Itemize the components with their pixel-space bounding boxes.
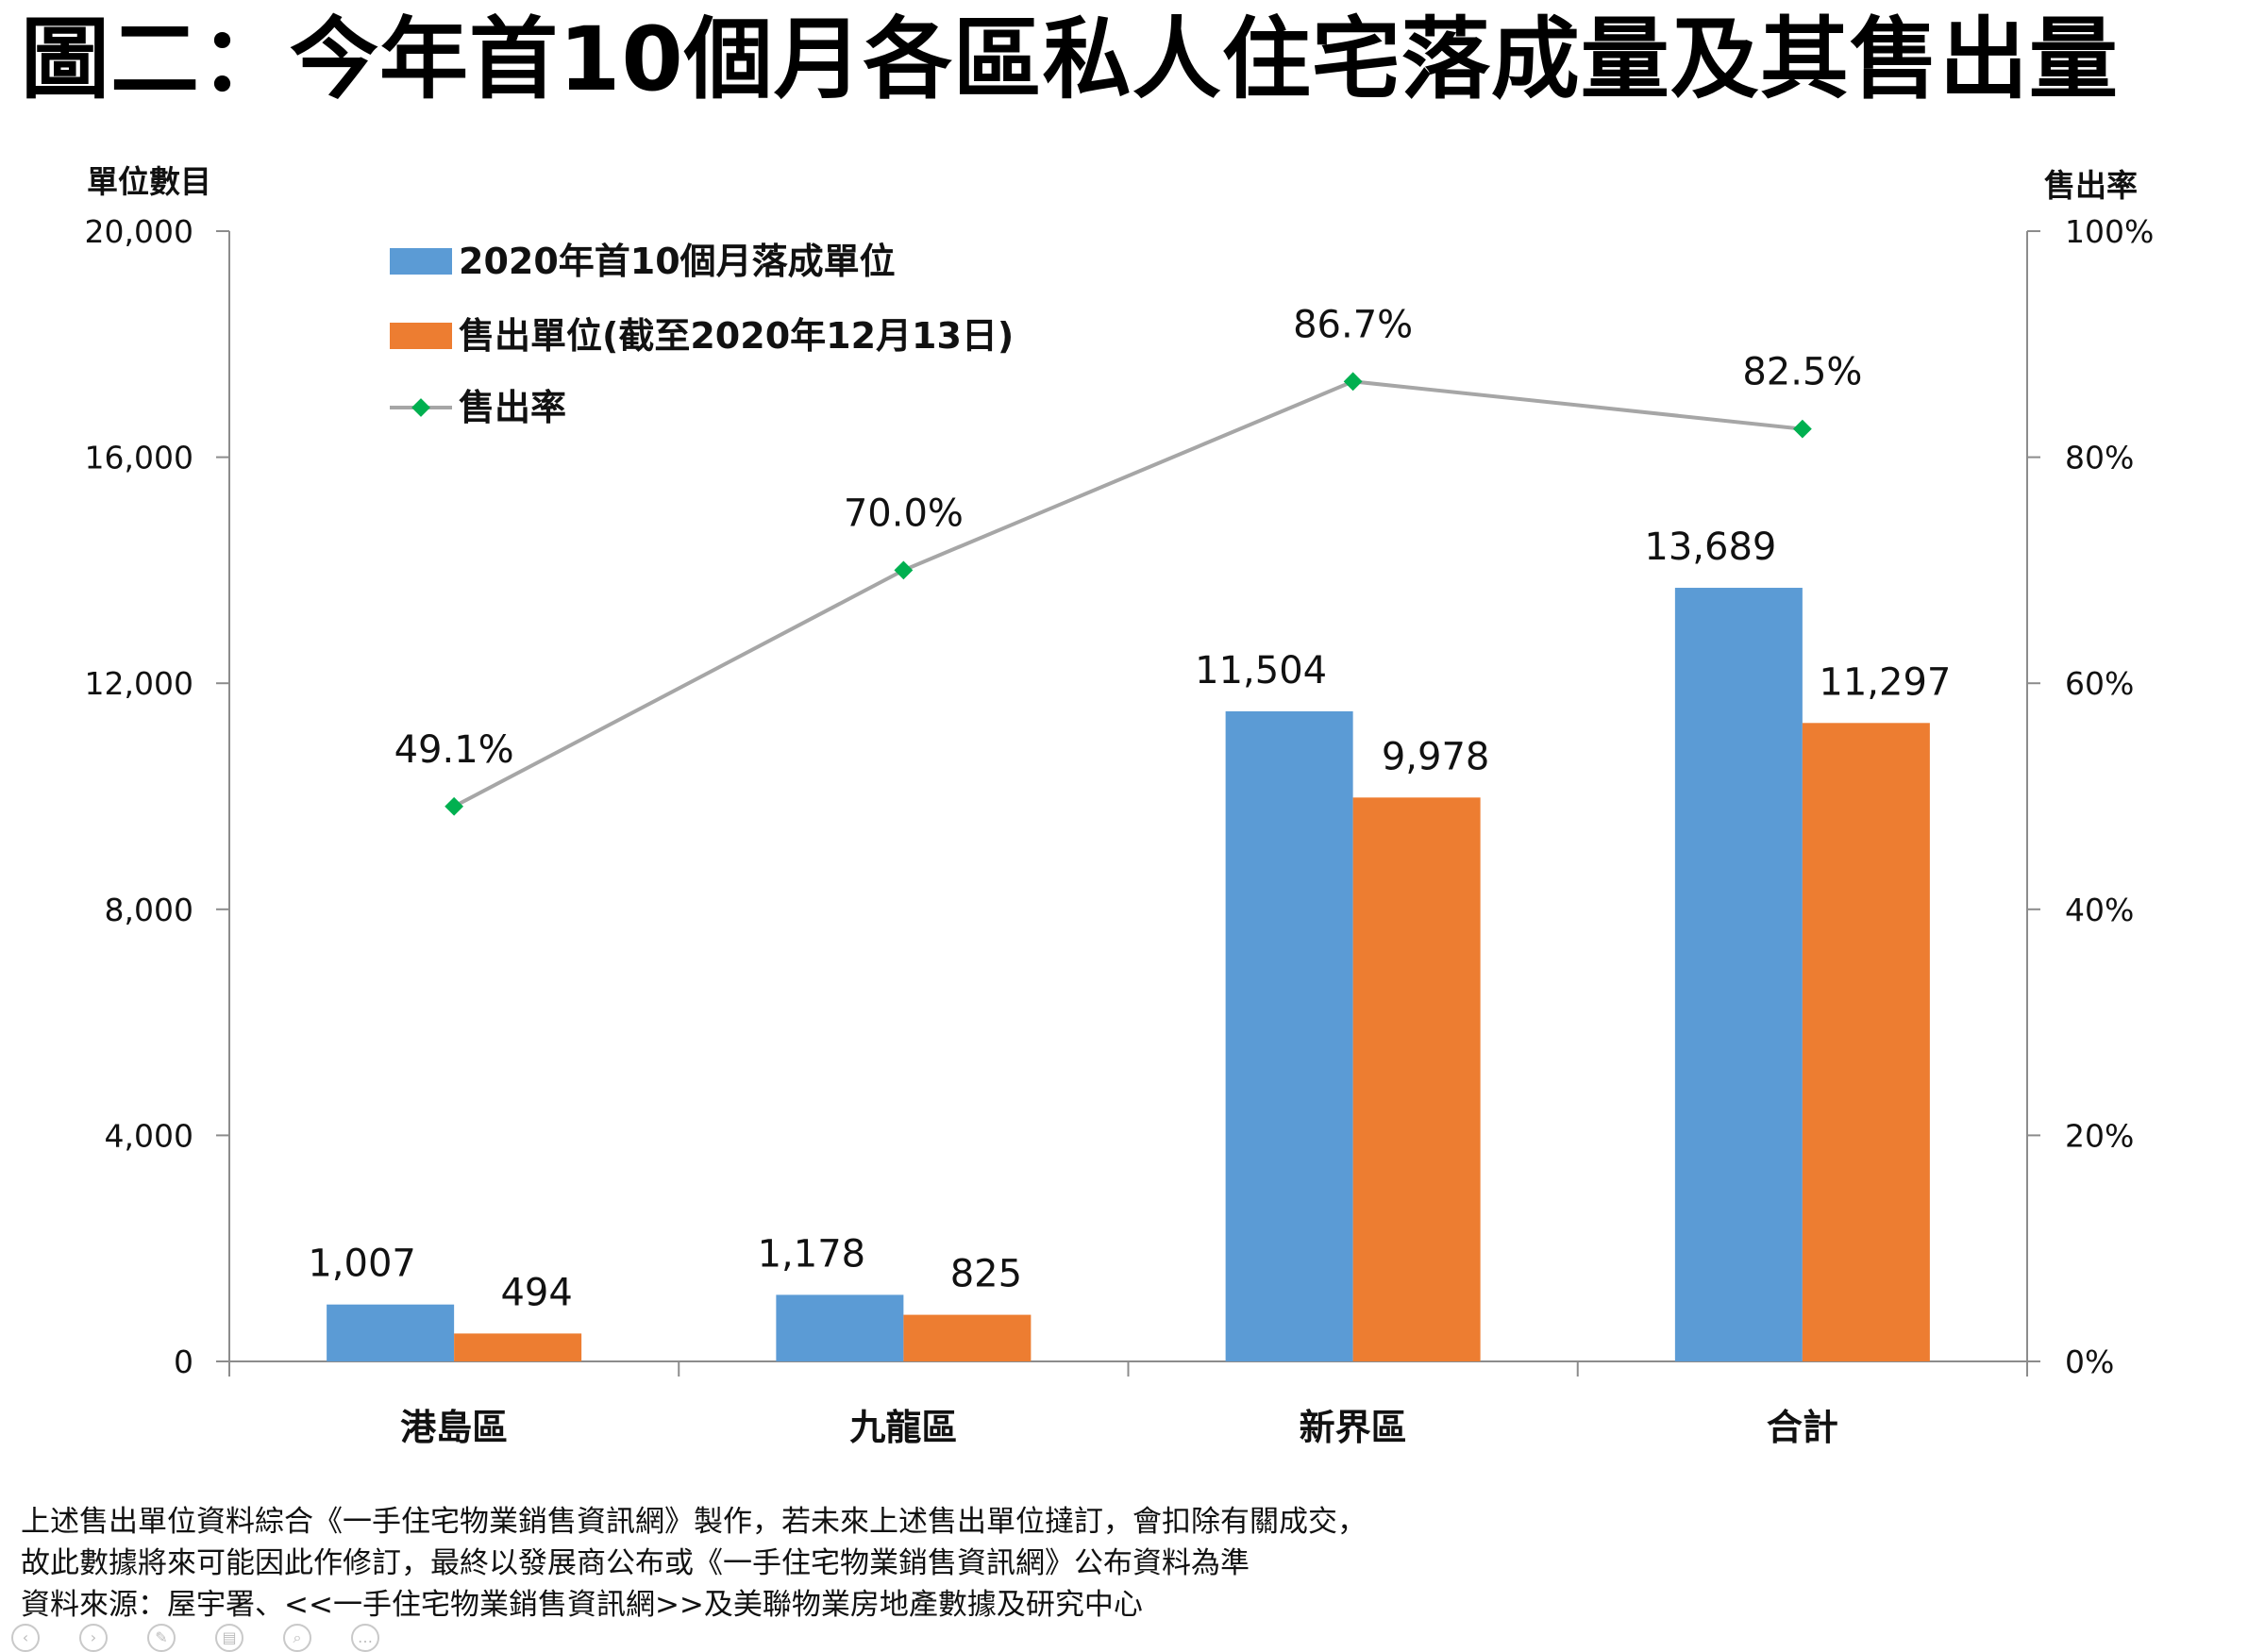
more-icon[interactable]: … <box>351 1624 379 1652</box>
legend-swatch-completed <box>390 248 452 275</box>
bar-completed-label: 1,007 <box>308 1243 416 1286</box>
edit-icon[interactable]: ✎ <box>147 1624 176 1652</box>
rate-marker <box>1343 372 1363 392</box>
left-tick-label: 8,000 <box>105 892 193 928</box>
rate-marker <box>445 796 464 816</box>
left-tick-label: 4,000 <box>105 1117 193 1154</box>
chart-title: 圖二：今年首10個月各區私人住宅落成量及其售出量 <box>21 8 2119 111</box>
rate-marker <box>894 560 914 580</box>
bar-line-chart: 0 4,000 8,000 12,000 16,000 20,000 0% 20% 40% 60%… <box>85 163 2155 1448</box>
rate-label: 82.5% <box>1742 351 1862 394</box>
legend-label-completed: 2020年首10個月落成單位 <box>459 241 896 282</box>
viewer-toolbar: ‹ › ✎ ▤ ⌕ … <box>11 1624 379 1652</box>
rate-line <box>453 379 1803 809</box>
bar-completed <box>327 1304 455 1361</box>
next-icon[interactable]: › <box>79 1624 108 1652</box>
right-axis-title: 售出率 <box>2044 167 2138 204</box>
bar-completed <box>1225 710 1353 1361</box>
right-tick-label: 40% <box>2065 892 2134 928</box>
x-tick-label: 合計 <box>1767 1407 1838 1448</box>
left-tick-label: 20,000 <box>85 213 193 250</box>
rate-marker <box>1792 419 1812 439</box>
bar-completed-label: 11,504 <box>1195 649 1327 693</box>
bar-completed <box>776 1294 904 1361</box>
legend-label-sold: 售出單位(截至2020年12月13日) <box>459 315 1014 357</box>
bar-sold <box>903 1314 1032 1361</box>
footnote-disclaimer-1: 上述售出單位資料綜合《一手住宅物業銷售資訊網》製作，若未來上述售出單位撻訂，會扣… <box>21 1505 1367 1539</box>
bar-sold-label: 825 <box>950 1253 1022 1296</box>
left-axis-title: 單位數目 <box>87 163 211 200</box>
rate-label: 86.7% <box>1293 303 1413 346</box>
bar-sold-label: 494 <box>500 1271 572 1314</box>
rate-label: 49.1% <box>394 728 514 772</box>
bar-sold-label: 11,297 <box>1819 660 1951 704</box>
footnote-source: 資料來源：屋宇署、<<一手住宅物業銷售資訊網>>及美聯物業房地產數據及研究中心 <box>21 1588 1143 1622</box>
bar-completed <box>1674 588 1803 1361</box>
rate-label: 70.0% <box>844 492 964 535</box>
left-tick-label: 16,000 <box>85 440 193 476</box>
zoom-icon[interactable]: ⌕ <box>283 1624 311 1652</box>
print-icon[interactable]: ▤ <box>215 1624 243 1652</box>
bar-sold <box>1352 797 1481 1361</box>
legend-label-rate: 售出率 <box>459 387 566 428</box>
legend-swatch-sold <box>390 323 452 349</box>
right-tick-label: 20% <box>2065 1117 2134 1154</box>
legend-swatch-rate-marker <box>411 398 430 417</box>
footnote-disclaimer-2: 故此數據將來可能因此作修訂，最終以發展商公布或《一手住宅物業銷售資訊網》公布資料… <box>21 1546 1250 1580</box>
right-tick-label: 0% <box>2065 1343 2114 1380</box>
right-tick-label: 80% <box>2065 440 2134 476</box>
x-tick-label: 港島區 <box>400 1407 508 1448</box>
right-tick-label: 100% <box>2065 213 2154 250</box>
bar-completed-label: 1,178 <box>758 1232 866 1276</box>
bar-completed-label: 13,689 <box>1644 526 1776 569</box>
left-tick-label: 0 <box>174 1343 193 1380</box>
x-tick-label: 九龍區 <box>849 1407 957 1448</box>
bar-sold <box>454 1333 582 1361</box>
bar-sold <box>1802 723 1930 1361</box>
left-tick-label: 12,000 <box>85 665 193 702</box>
prev-icon[interactable]: ‹ <box>11 1624 40 1652</box>
bar-sold-label: 9,978 <box>1382 735 1490 778</box>
right-tick-label: 60% <box>2065 665 2134 702</box>
x-tick-label: 新界區 <box>1300 1407 1407 1448</box>
